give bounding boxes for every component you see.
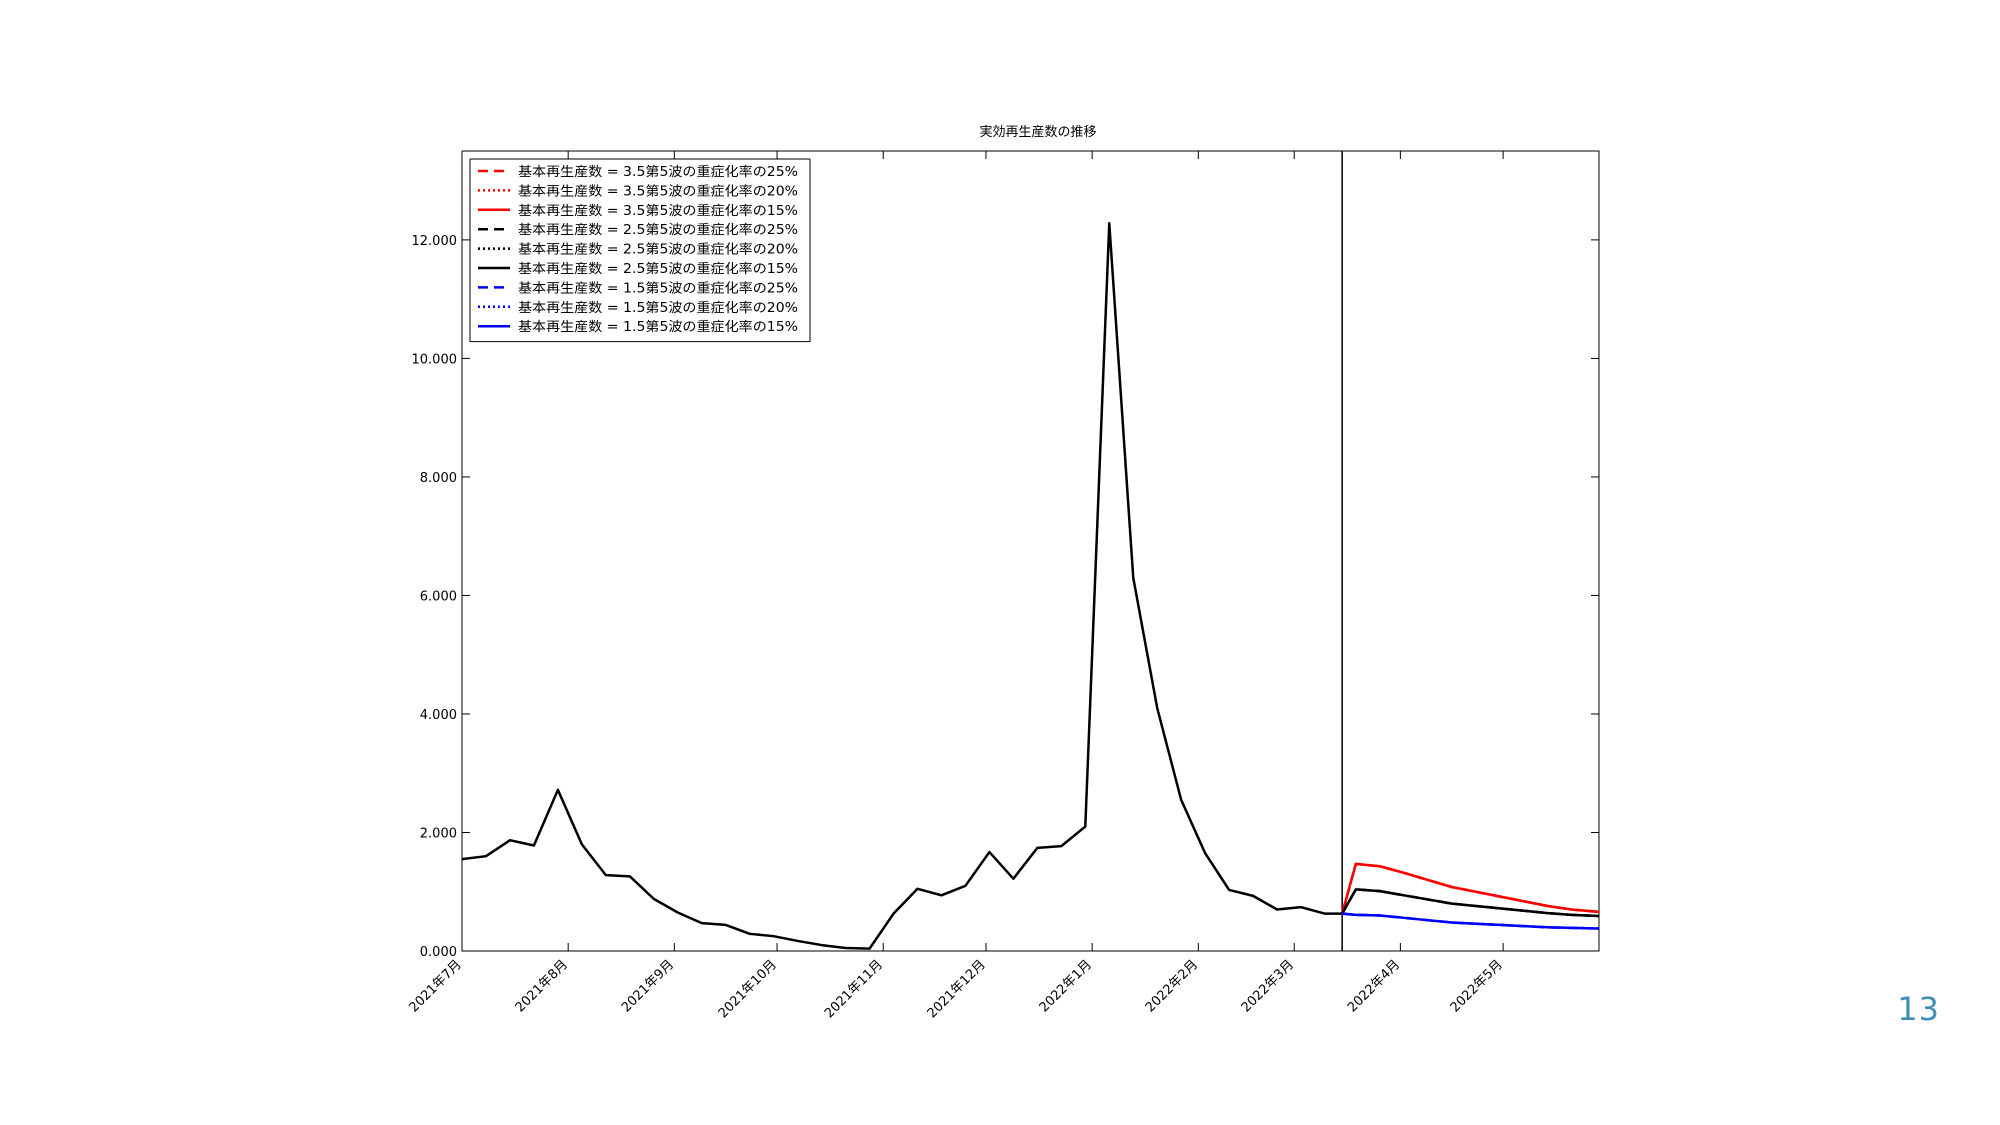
series-line — [1342, 912, 1600, 930]
y-tick-label: 2.000 — [420, 826, 457, 841]
y-axis: 0.000 2.000 4.000 6.000 8.000 10.000 12.000 — [412, 234, 1599, 960]
legend: 基本再生産数 = 3.5第5波の重症化率の25% 基本再生産数 = 3.5第5波の… — [469, 158, 811, 343]
x-tick-label: 2021年11月 — [822, 957, 886, 1021]
legend-label: 基本再生産数 = 3.5第5波の重症化率の20% — [518, 183, 798, 199]
legend-label: 基本再生産数 = 2.5第5波の重症化率の25% — [518, 222, 798, 238]
legend-label: 基本再生産数 = 3.5第5波の重症化率の25% — [518, 164, 798, 180]
series-line — [1341, 888, 1600, 918]
x-tick-label: 2021年7月 — [407, 957, 465, 1015]
series-line — [1341, 888, 1600, 918]
chart-title: 実効再生産数の推移 — [979, 124, 1096, 140]
series-line — [1340, 862, 1600, 914]
historical-line — [461, 222, 1343, 950]
x-tick-label: 2021年10月 — [716, 957, 780, 1021]
series-lines — [461, 222, 1600, 950]
y-tick-label: 6.000 — [420, 589, 457, 604]
legend-label: 基本再生産数 = 2.5第5波の重症化率の20% — [518, 242, 798, 258]
x-tick-label: 2022年4月 — [1345, 957, 1403, 1015]
y-tick-label: 0.000 — [420, 945, 457, 960]
x-tick-label: 2022年1月 — [1037, 957, 1095, 1015]
plot-area — [461, 150, 1600, 952]
x-tick-label: 2022年3月 — [1239, 957, 1297, 1015]
x-tick-label: 2021年12月 — [925, 957, 989, 1021]
legend-box — [469, 158, 811, 343]
x-tick-label: 2021年9月 — [619, 957, 677, 1015]
legend-label: 基本再生産数 = 2.5第5波の重症化率の15% — [518, 261, 798, 277]
x-tick-label: 2022年5月 — [1448, 957, 1506, 1015]
legend-label: 基本再生産数 = 1.5第5波の重症化率の25% — [518, 280, 798, 296]
y-tick-label: 10.000 — [412, 352, 458, 367]
legend-label: 基本再生産数 = 1.5第5波の重症化率の15% — [518, 319, 798, 335]
y-tick-label: 12.000 — [412, 234, 458, 249]
legend-label: 基本再生産数 = 1.5第5波の重症化率の20% — [518, 300, 798, 316]
x-tick-label: 2022年2月 — [1143, 957, 1201, 1015]
legend-label: 基本再生産数 = 3.5第5波の重症化率の15% — [518, 203, 798, 219]
y-tick-label: 4.000 — [420, 708, 457, 723]
y-tick-label: 8.000 — [420, 471, 457, 486]
series-line — [1341, 888, 1600, 918]
x-tick-label: 2021年8月 — [513, 957, 571, 1015]
slide-number: 13 — [1897, 990, 1940, 1028]
